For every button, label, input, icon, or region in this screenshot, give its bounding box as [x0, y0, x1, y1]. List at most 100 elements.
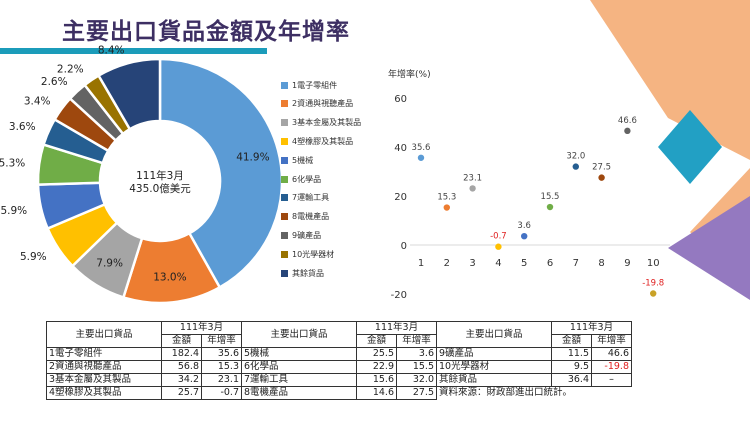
legend-swatch [281, 231, 288, 239]
header-amount: 金額 [551, 334, 592, 348]
header-goods: 主要出口貨品 [241, 321, 357, 348]
header-amount: 金額 [161, 334, 202, 348]
page-title: 主要出口貨品金額及年增率 [62, 19, 350, 45]
legend-label: 2資通與視聽產品 [292, 99, 354, 109]
cell-amount: 9.5 [551, 360, 592, 374]
legend-swatch [281, 81, 288, 89]
scatter-point-8 [598, 174, 605, 181]
cell-name: 9礦產品 [436, 347, 552, 361]
scatter-point-label: 27.5 [592, 163, 611, 173]
scatter-point-10 [650, 290, 657, 297]
table-header-row-1: 主要出口貨品 111年3月 主要出口貨品 111年3月 主要出口貨品 111年3… [46, 321, 632, 348]
cell-name: 1電子零組件 [46, 347, 162, 361]
x-tick-label: 6 [547, 258, 553, 269]
cell-name: 2資通與視聽產品 [46, 360, 162, 374]
cell-name: 10光學器材 [436, 360, 552, 374]
legend-label: 1電子零組件 [292, 80, 338, 90]
x-tick-label: 4 [495, 258, 501, 269]
scatter-point-label: -19.8 [642, 279, 664, 289]
legend-swatch [281, 269, 288, 277]
scatter-point-label: 46.6 [618, 116, 637, 126]
header-growth: 年增率 [201, 334, 242, 348]
y-tick-label: -20 [391, 290, 407, 301]
y-tick-label: 60 [394, 94, 407, 105]
table-row: 1電子零組件 182.4 35.6 5機械 25.5 3.6 9礦產品 11.5… [46, 347, 632, 361]
cell-growth: 46.6 [591, 347, 632, 361]
cell-amount: 34.2 [161, 373, 202, 387]
legend-swatch [281, 175, 288, 183]
legend-item: 8電機產品 [281, 211, 329, 223]
scatter-point-label: 15.3 [437, 193, 456, 203]
donut-center-period: 111年3月 [136, 169, 184, 182]
title-underline [0, 48, 267, 54]
x-tick-label: 3 [469, 258, 475, 269]
legend-swatch [281, 213, 288, 221]
header-growth: 年增率 [396, 334, 437, 348]
header-period: 111年3月 [551, 321, 632, 335]
scatter-point-3 [469, 185, 476, 192]
cell-amount: 14.6 [356, 386, 397, 400]
source-note: 資料來源：財政部進出口統計。 [439, 387, 573, 399]
cell-amount: 11.5 [551, 347, 592, 361]
x-tick-label: 10 [647, 258, 660, 269]
cell-growth: 3.6 [396, 347, 437, 361]
scatter-point-label: 23.1 [463, 173, 482, 183]
scatter-point-6 [546, 203, 554, 211]
legend-item: 其餘貨品 [281, 267, 324, 279]
y-tick-label: 40 [394, 143, 407, 154]
donut-slice-11 [96, 57, 162, 131]
legend-item: 6化學品 [281, 173, 321, 185]
legend-label: 4塑橡膠及其製品 [292, 136, 354, 146]
legend-swatch [281, 119, 288, 127]
legend-item: 9礦產品 [281, 229, 321, 241]
cell-name: 5機械 [241, 347, 357, 361]
x-tick-label: 8 [598, 258, 604, 269]
legend-label: 7運輸工具 [292, 193, 330, 203]
cell-growth: -19.8 [591, 360, 632, 374]
cell-name: 7運輸工具 [241, 373, 357, 387]
table-header-row-2: 金額 年增率 金額 年增率 金額 年增率 [47, 334, 632, 348]
scatter-point-5 [521, 232, 528, 240]
cell-growth: 15.5 [396, 360, 437, 374]
table-row: 4塑橡膠及其製品 25.7 -0.7 8電機產品 14.6 27.5 資料來源：… [46, 386, 632, 400]
donut-slice-label: 5.9% [0, 205, 27, 217]
donut-slice-label: 41.9% [236, 152, 269, 164]
legend-item: 10光學器材 [281, 248, 334, 260]
donut-slice-label: 8.4% [98, 45, 125, 57]
legend-label: 10光學器材 [292, 249, 335, 259]
table-row: 2資通與視聽產品 56.8 15.3 6化學品 22.9 15.5 10光學器材… [46, 360, 632, 374]
scatter-point-label: 3.6 [517, 221, 531, 231]
header-period: 111年3月 [356, 321, 437, 335]
cell-name: 8電機產品 [241, 386, 357, 400]
donut-slice-label: 13.0% [153, 271, 186, 283]
legend-item: 4塑橡膠及其製品 [281, 135, 353, 147]
legend-swatch [281, 137, 288, 145]
x-tick-label: 7 [573, 258, 579, 269]
donut-slice-1 [158, 57, 284, 290]
legend-item: 5機械 [281, 154, 313, 166]
legend-swatch [281, 194, 288, 202]
legend-label: 6化學品 [292, 174, 322, 184]
legend-label: 8電機產品 [292, 212, 330, 222]
legend-item: 2資通與視聽產品 [281, 98, 353, 110]
legend-label: 9礦產品 [292, 230, 322, 240]
cell-growth: 35.6 [201, 347, 242, 361]
header-goods: 主要出口貨品 [436, 321, 552, 348]
legend-item: 1電子零組件 [281, 79, 337, 91]
cell-name: 其餘貨品 [436, 373, 552, 387]
cell-amount: 22.9 [356, 360, 397, 374]
cell-amount: 25.5 [356, 347, 397, 361]
legend-label: 3基本金屬及其製品 [292, 118, 362, 128]
x-tick-label: 5 [521, 258, 527, 269]
scatter-point-7 [572, 163, 579, 170]
legend-swatch [281, 156, 288, 164]
cell-growth: 32.0 [396, 373, 437, 387]
legend-label: 其餘貨品 [292, 268, 324, 278]
scatter-point-label: 15.5 [541, 192, 560, 202]
donut-slice-label: 5.9% [20, 251, 47, 263]
scatter-point-2 [443, 204, 450, 211]
deco-orange-shape [590, 0, 750, 160]
cell-name: 4塑橡膠及其製品 [46, 386, 162, 400]
scatter-point-1 [417, 154, 425, 161]
